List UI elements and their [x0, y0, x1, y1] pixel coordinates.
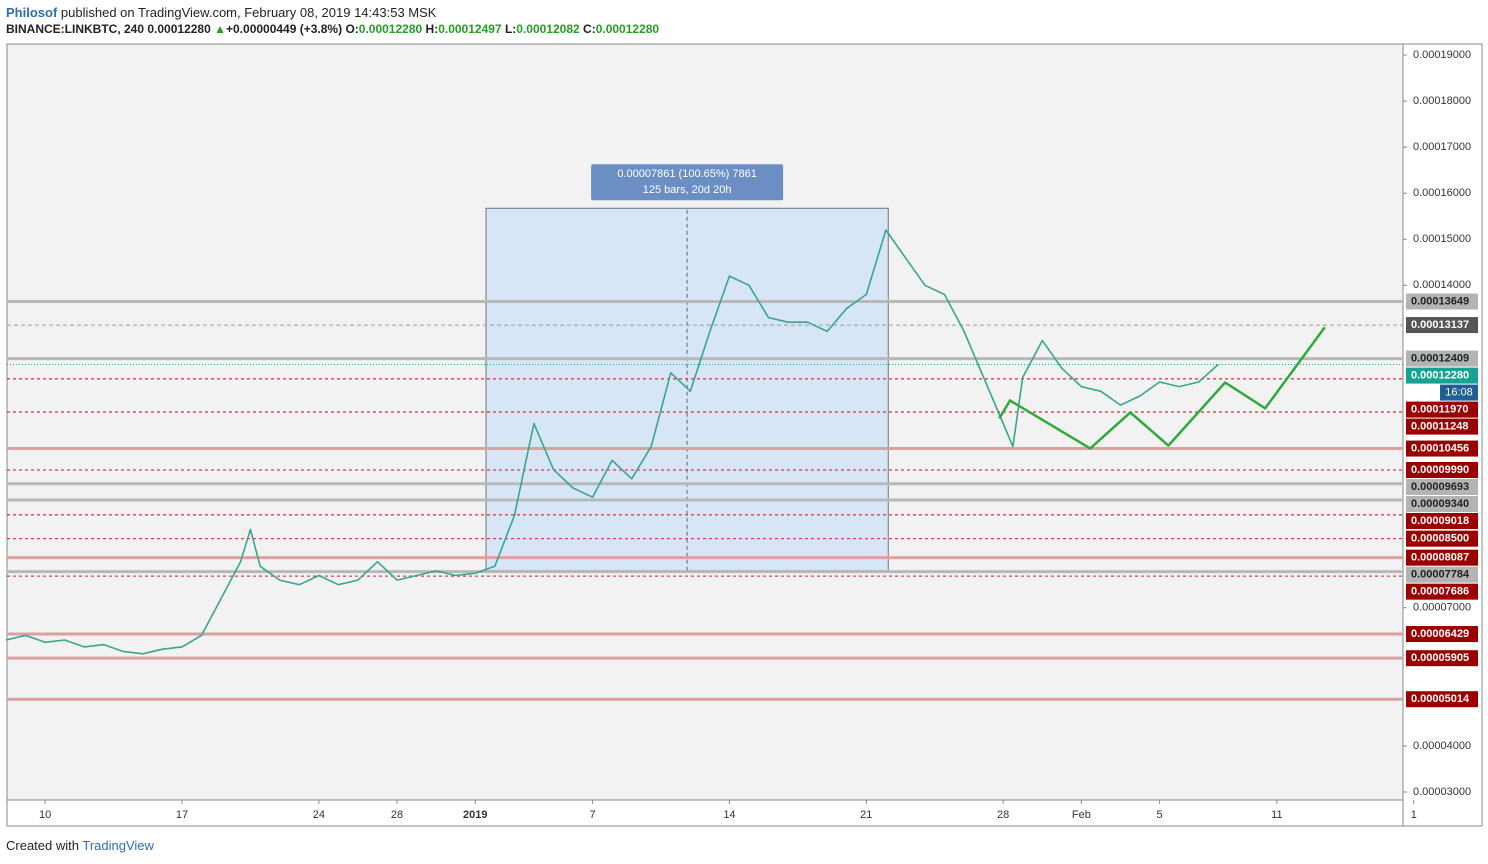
- countdown: 16:08: [1445, 387, 1473, 399]
- y-tick-label: 0.00014000: [1413, 279, 1471, 291]
- created: Created with: [6, 838, 79, 853]
- level-label: 0.00013649: [1411, 295, 1469, 307]
- level-label-bg: [1406, 317, 1478, 334]
- level-label: 0.00005905: [1411, 652, 1469, 664]
- level-label: 0.00009018: [1411, 515, 1469, 527]
- level-label-bg: [1406, 418, 1478, 435]
- countdown-bg: [1440, 384, 1478, 401]
- y-tick-label: 0.00017000: [1413, 141, 1471, 153]
- x-tick-label: 1: [1411, 809, 1417, 821]
- measure-label-bg: [591, 164, 784, 201]
- level-label: 0.00008500: [1411, 533, 1469, 545]
- measure-line1: 0.00007861 (100.65%) 7861: [617, 168, 756, 180]
- level-label: 0.00009340: [1411, 498, 1469, 510]
- level-label: 0.00011248: [1411, 421, 1469, 433]
- open: 0.00012280: [358, 22, 423, 36]
- level-label-bg: [1406, 367, 1478, 384]
- level-label: 0.00013137: [1411, 319, 1469, 331]
- x-tick-label: 11: [1271, 809, 1282, 821]
- level-label-bg: [1406, 462, 1478, 479]
- level-label: 0.00005014: [1411, 693, 1470, 705]
- x-tick-label: 7: [590, 809, 596, 821]
- level-label-bg: [1406, 350, 1478, 367]
- x-tick-label: 2019: [463, 809, 487, 821]
- measure-line2: 125 bars, 20d 20h: [643, 184, 732, 196]
- header: Philosof published on TradingView.com, F…: [6, 4, 659, 38]
- series-line: [5, 229, 1219, 655]
- axes: 0.00019000 0.00018000 0.00017000 0.00016000…: [39, 49, 1478, 821]
- x-tick-label: Feb: [1072, 809, 1091, 821]
- c-label: C:: [583, 22, 596, 36]
- level-label-bg: [1406, 513, 1478, 530]
- level-label: 0.00007686: [1411, 586, 1469, 598]
- level-label-bg: [1406, 440, 1478, 457]
- y-tick-label: 0.00015000: [1413, 233, 1471, 245]
- time-axis: [6, 799, 1404, 827]
- x-tick-label: 28: [997, 809, 1009, 821]
- level-label-bg: [1406, 549, 1478, 566]
- series-line: [998, 326, 1326, 450]
- level-label-bg: [1406, 650, 1478, 667]
- y-tick-label: 0.00019000: [1413, 49, 1471, 61]
- level-label-bg: [1406, 293, 1478, 310]
- level-label-bg: [1406, 496, 1478, 513]
- x-tick-label: 14: [723, 809, 735, 821]
- o-label: O:: [345, 22, 359, 36]
- close: 0.00012280: [595, 22, 660, 36]
- level-label-bg: [1406, 479, 1478, 496]
- x-tick-label: 24: [313, 809, 325, 821]
- y-tick-label: 0.00018000: [1413, 95, 1471, 107]
- level-label: 0.00007784: [1411, 569, 1470, 581]
- low: 0.00012082: [516, 22, 580, 36]
- l-label: L:: [504, 22, 517, 36]
- published: published on TradingView.com, February 0…: [60, 5, 437, 20]
- level-label: 0.00006429: [1411, 628, 1469, 640]
- level-label: 0.00012409: [1411, 353, 1469, 365]
- y-tick-label: 0.00016000: [1413, 187, 1471, 199]
- level-label-bg: [1406, 401, 1478, 418]
- symbol-line: BINANCE:LINKBTC, 240 0.00012280 ▲+0.0000…: [6, 21, 659, 38]
- level-label-bg: [1406, 566, 1478, 583]
- publish-line: Philosof published on TradingView.com, F…: [6, 4, 659, 21]
- level-label: 0.00010456: [1411, 442, 1469, 454]
- change: +0.00000449 (+3.8%): [226, 22, 343, 36]
- arrow: ▲: [214, 22, 226, 36]
- level-label: 0.00009693: [1411, 481, 1469, 493]
- level-label: 0.00011970: [1411, 404, 1469, 416]
- x-tick-label: 21: [860, 809, 872, 821]
- level-label-bg: [1406, 530, 1478, 547]
- x-tick-label: 28: [391, 809, 403, 821]
- level-label: 0.00012280: [1411, 370, 1469, 382]
- level-label-bg: [1406, 691, 1478, 708]
- plot: 0.00007861 (100.65%) 7861 125 bars, 20d 2…: [5, 164, 1403, 701]
- y-tick-label: 0.00007000: [1413, 602, 1471, 614]
- author[interactable]: Philosof: [6, 5, 58, 20]
- x-tick-label: 5: [1157, 809, 1163, 821]
- h-label: H:: [425, 22, 439, 36]
- symbol: BINANCE:LINKBTC, 240: [6, 22, 145, 36]
- level-label: 0.00009990: [1411, 464, 1469, 476]
- y-tick-label: 0.00003000: [1413, 786, 1471, 798]
- y-tick-label: 0.00004000: [1413, 740, 1471, 752]
- footer: Created with TradingView: [6, 838, 154, 853]
- brand[interactable]: TradingView: [82, 838, 154, 853]
- high: 0.00012497: [438, 22, 502, 36]
- price-axis: [1402, 43, 1483, 827]
- level-label-bg: [1406, 583, 1478, 600]
- level-label: 0.00008087: [1411, 552, 1469, 564]
- level-label-bg: [1406, 626, 1478, 643]
- x-tick-label: 17: [176, 809, 188, 821]
- last: 0.00012280: [147, 22, 211, 36]
- x-tick-label: 10: [39, 809, 51, 821]
